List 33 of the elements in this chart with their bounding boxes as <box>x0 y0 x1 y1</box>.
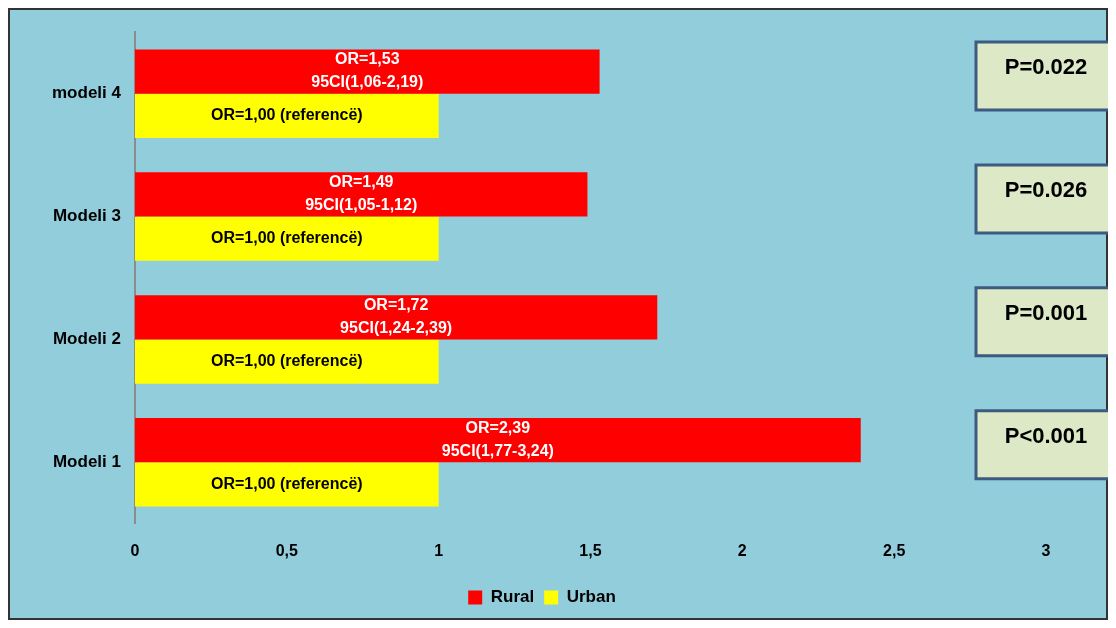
y-tick-label: Modeli 1 <box>52 452 121 472</box>
bar <box>134 418 861 463</box>
x-tick-label: 2,5 <box>883 541 906 559</box>
bar <box>134 462 439 507</box>
y-tick-label: modeli 4 <box>51 83 122 103</box>
data-label: OR=1,00 (referencë) <box>210 229 363 247</box>
annotation: P=0.026 <box>1004 176 1088 202</box>
y-tick-label: Modeli 2 <box>52 329 121 349</box>
bar <box>134 172 588 217</box>
x-tick-label: 1,5 <box>579 541 602 559</box>
legend-label: Urban <box>566 587 616 607</box>
x-tick-label: 0,5 <box>275 541 299 559</box>
annotation: P=0.022 <box>1004 54 1088 80</box>
y-tick-label: Modeli 3 <box>52 206 121 226</box>
x-tick-label: 2 <box>737 541 747 559</box>
annotation: P=0.001 <box>1004 299 1088 325</box>
legend-label: Rural <box>490 587 535 607</box>
annotation: P<0.001 <box>1004 422 1088 448</box>
bar <box>134 93 439 138</box>
bar <box>134 216 439 261</box>
data-label: OR=1,53 95CI(1,06-2,19) <box>311 50 424 91</box>
x-tick-label: 1 <box>434 541 444 559</box>
data-label: OR=1,49 95CI(1,05-1,12) <box>305 173 418 214</box>
x-tick-label: 3 <box>1041 541 1051 559</box>
bar <box>134 339 439 384</box>
data-label: OR=1,00 (referencë) <box>210 106 363 124</box>
bar <box>134 295 658 340</box>
bar <box>134 49 600 94</box>
data-label: OR=2,39 95CI(1,77-3,24) <box>441 419 554 460</box>
data-label: OR=1,00 (referencë) <box>210 351 363 369</box>
data-label: OR=1,72 95CI(1,24-2,39) <box>340 296 453 337</box>
x-tick-label: 0 <box>130 541 140 559</box>
data-label: OR=1,00 (referencë) <box>210 474 363 492</box>
